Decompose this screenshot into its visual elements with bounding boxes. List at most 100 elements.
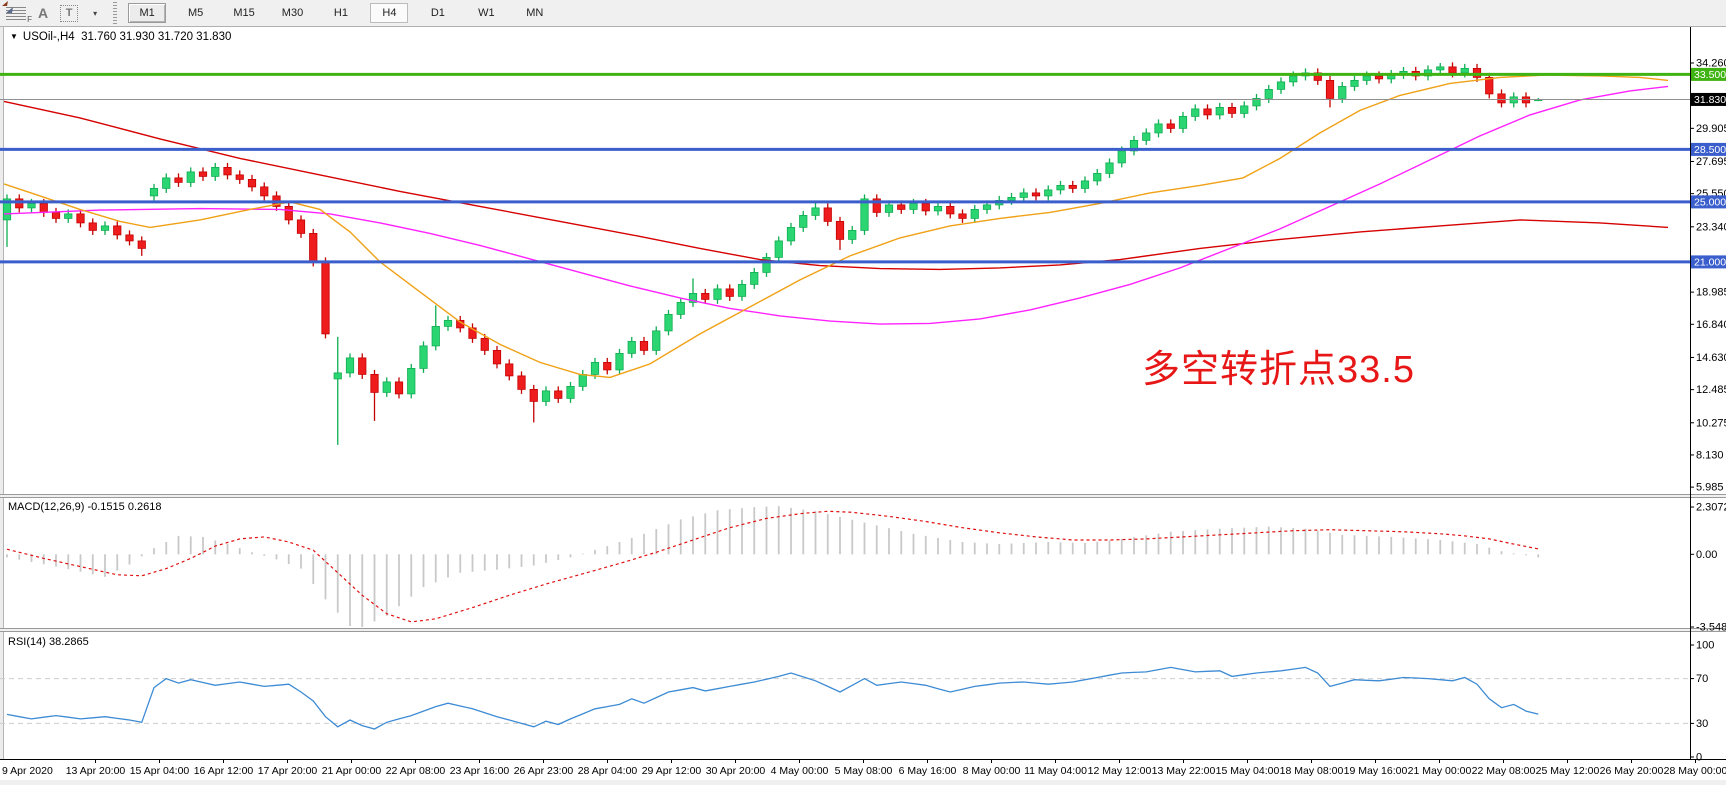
candle-body xyxy=(1276,81,1286,90)
candle-body xyxy=(1497,93,1506,104)
tf-button-d1[interactable]: D1 xyxy=(430,7,445,19)
candle-body xyxy=(2,198,12,221)
tf-button-m1[interactable]: M1 xyxy=(128,3,167,23)
candle-body xyxy=(1142,132,1151,141)
price-axis-label: 23.340 xyxy=(1696,221,1726,233)
candle-body xyxy=(407,367,416,395)
date-axis-label: 17 Apr 20:00 xyxy=(258,765,318,777)
rsi-axis-label: 70 xyxy=(1696,673,1708,685)
tf-button-m30[interactable]: M30 xyxy=(281,7,304,19)
date-axis-label: 21 May 00:00 xyxy=(1408,765,1472,777)
candle-body xyxy=(382,381,391,393)
price-axis-label: 12.485 xyxy=(1696,384,1726,396)
date-axis-label: 28 Apr 04:00 xyxy=(578,765,638,777)
text-label-icon[interactable]: A xyxy=(38,3,48,23)
chart-background xyxy=(0,27,1726,785)
medium-ma-line xyxy=(3,85,1669,325)
candle-body xyxy=(1178,116,1188,129)
candle-body xyxy=(823,207,832,222)
candle-body xyxy=(848,229,857,240)
panel-splitter-bar[interactable] xyxy=(0,629,1726,631)
candle-body xyxy=(1068,184,1077,189)
candle-body xyxy=(505,363,514,377)
tf-button-h4[interactable]: H4 xyxy=(370,3,409,23)
date-axis-label: 12 May 12:00 xyxy=(1088,765,1152,777)
tf-button-mn[interactable]: MN xyxy=(526,7,544,19)
candle-body xyxy=(1362,75,1371,81)
price-axis-label: 10.275 xyxy=(1696,417,1726,429)
date-axis-label: 6 May 16:00 xyxy=(899,765,957,777)
text-box-icon[interactable]: T xyxy=(60,3,79,23)
candle-body xyxy=(125,234,134,242)
tf-button-m15[interactable]: M15 xyxy=(233,7,255,19)
candle-body xyxy=(1105,162,1114,174)
price-axis-label: 8.130 xyxy=(1696,449,1724,461)
candle-body xyxy=(174,177,183,183)
fast-ma-line xyxy=(3,74,1669,379)
date-axis-label: 23 Apr 16:00 xyxy=(450,765,510,777)
tf-button-w1[interactable]: W1 xyxy=(478,7,495,19)
price-badge-label: 31.830 xyxy=(1694,94,1726,106)
candle-body xyxy=(1117,150,1126,164)
candle-body xyxy=(603,361,612,371)
candle-body xyxy=(860,198,869,231)
candle-body xyxy=(468,327,477,339)
a-glyph: A xyxy=(38,5,49,21)
slow-ma-line xyxy=(3,100,1669,271)
arrows-icon[interactable]: ▾ xyxy=(2,1,97,23)
candle-body xyxy=(1044,189,1053,197)
timeframe-group: M1 M5 M15 M30 H1 H4 D1 W1 MN xyxy=(125,3,557,23)
price-badge xyxy=(1691,142,1726,156)
macd-signal-line xyxy=(6,510,1539,623)
tf-button-m5[interactable]: M5 xyxy=(187,7,204,19)
candle-body xyxy=(737,283,747,297)
candle-body xyxy=(884,204,894,213)
candle-body xyxy=(750,271,759,285)
price-badge-label: 21.000 xyxy=(1694,257,1726,269)
date-axis-label: 25 May 12:00 xyxy=(1536,765,1600,777)
price-badge-label: 25.000 xyxy=(1694,197,1726,209)
candle-body xyxy=(1227,107,1237,114)
candle-body xyxy=(627,340,636,354)
candle-body xyxy=(394,381,404,395)
panel-splitter-bar[interactable] xyxy=(0,495,1726,497)
candle-body xyxy=(713,288,722,300)
candle-body xyxy=(897,204,906,210)
candle-body xyxy=(431,325,440,347)
candle-body xyxy=(774,240,783,258)
candle-body xyxy=(1325,80,1335,99)
date-axis-label: 29 Apr 12:00 xyxy=(642,765,702,777)
price-badge xyxy=(1691,92,1726,106)
tf-button-h1[interactable]: H1 xyxy=(333,7,348,19)
macd-axis-label: -3.5484 xyxy=(1696,622,1726,634)
chart-title: ▼ USOil-,H4 31.760 31.930 31.720 31.830 xyxy=(10,31,231,43)
candle-body xyxy=(1166,123,1175,129)
date-axis-label: 13 May 22:00 xyxy=(1152,765,1216,777)
candle-body xyxy=(211,166,220,177)
candle-body xyxy=(811,207,820,216)
candle-body xyxy=(358,357,367,375)
candle-body xyxy=(554,390,563,399)
candle-body xyxy=(1080,180,1090,189)
date-axis-label: 21 Apr 00:00 xyxy=(322,765,382,777)
candle-body xyxy=(958,213,967,219)
left-window-edge xyxy=(0,27,3,760)
candle-body xyxy=(1031,192,1041,197)
candle-body xyxy=(100,225,110,231)
candle-body xyxy=(676,301,685,315)
candle-body xyxy=(578,373,587,387)
candle-body xyxy=(1338,86,1347,99)
date-axis-label: 4 May 00:00 xyxy=(771,765,829,777)
t-glyph: T xyxy=(60,4,79,22)
candle-body xyxy=(652,330,661,351)
candle-body xyxy=(370,373,379,393)
rsi-axis-label: 0 xyxy=(1696,752,1702,764)
date-axis-label: 26 Apr 23:00 xyxy=(514,765,574,777)
candle-body xyxy=(492,349,502,365)
candle-body xyxy=(529,388,538,402)
candle-body xyxy=(590,361,600,375)
macd-indicator-label: MACD(12,26,9) -0.1515 0.2618 xyxy=(8,501,162,513)
date-axis-label: 28 May 00:00 xyxy=(1664,765,1726,777)
candle-body xyxy=(198,171,208,177)
